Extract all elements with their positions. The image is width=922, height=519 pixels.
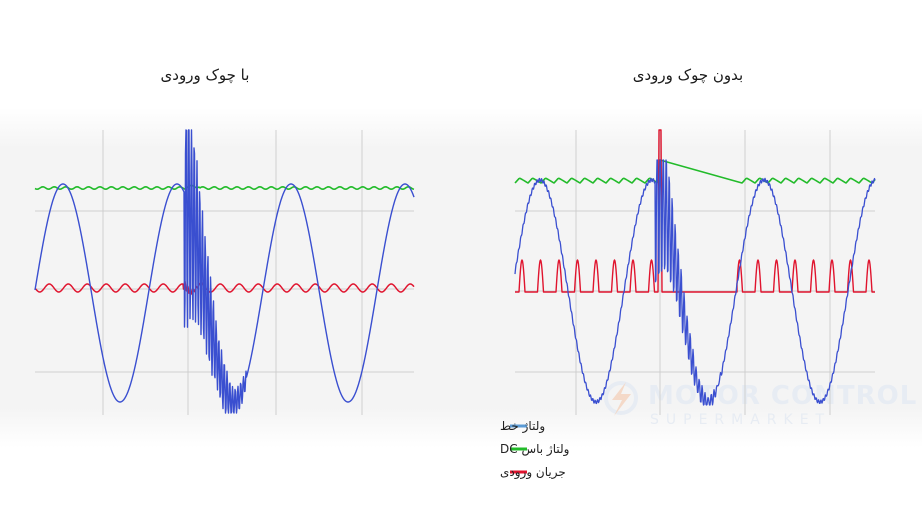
chart-without-choke (514, 129, 876, 415)
legend-item-line-voltage: ولتاژ خط (500, 419, 545, 434)
background-band (0, 108, 922, 448)
legend-label-line-voltage: ولتاژ خط (500, 419, 545, 434)
left-input-current-series (34, 280, 415, 296)
legend: ولتاژ خط ولتاژ باس DC جریان ورودی (500, 419, 569, 480)
left-line-voltage-series (34, 129, 415, 414)
legend-item-dc-bus: ولتاژ باس DC (500, 442, 569, 457)
right-line-voltage-series (514, 159, 876, 406)
right-input-current-series (514, 129, 876, 293)
lightning-icon (604, 381, 638, 416)
legend-label-dc-bus: ولتاژ باس DC (500, 442, 569, 457)
watermark-logo: MOTOR CONTROL SUPERMARKET (604, 381, 917, 428)
legend-item-input-current: جریان ورودی (500, 465, 566, 480)
left-chart-title: با چوک ورودی (161, 66, 250, 84)
chart-with-choke (34, 129, 415, 415)
legend-label-input-current: جریان ورودی (500, 465, 566, 480)
left-dc-bus-series (34, 184, 415, 190)
right-chart-title: بدون چوک ورودی (633, 66, 743, 84)
watermark-line2: SUPERMARKET (650, 412, 831, 428)
watermark-line1: MOTOR CONTROL (648, 381, 917, 411)
